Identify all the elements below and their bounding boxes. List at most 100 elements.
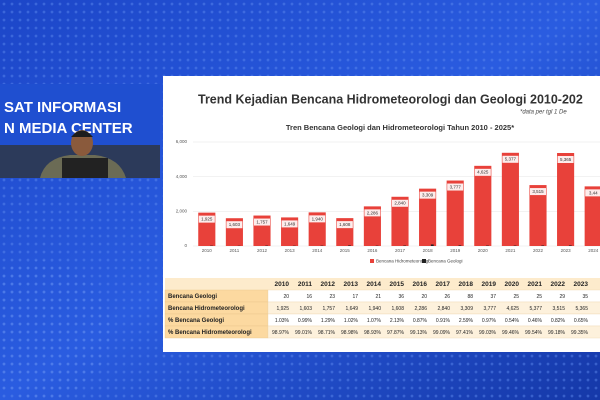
table-cell: 5,377 xyxy=(529,306,542,312)
table-cell: 98.71% xyxy=(318,330,336,336)
bar xyxy=(419,188,437,246)
table-cell: 25 xyxy=(536,294,542,300)
value-label-bg xyxy=(474,168,491,176)
value-label: 5,377 xyxy=(505,157,517,162)
value-label-bg xyxy=(254,218,270,226)
x-tick-label: 2021 xyxy=(505,248,516,253)
x-tick-label: 2012 xyxy=(257,248,268,253)
table-cell: 0.54% xyxy=(505,318,520,324)
column-header: 2010 xyxy=(275,281,290,288)
decor xyxy=(0,260,110,400)
bar xyxy=(458,245,462,246)
chart-title: Tren Bencana Geologi dan Hidrometeorolog… xyxy=(286,123,514,132)
column-header: 2015 xyxy=(390,281,405,288)
x-tick-label: 2018 xyxy=(423,248,434,253)
column-header: 2012 xyxy=(321,281,336,288)
value-label-bg xyxy=(364,209,381,217)
table-cell: 35 xyxy=(582,294,588,300)
x-tick-label: 2024 xyxy=(588,248,599,253)
table-cell: 1,940 xyxy=(368,306,381,312)
table-cell: 99.46% xyxy=(502,330,520,336)
table-cell: 1,603 xyxy=(299,306,312,312)
value-label-bg xyxy=(502,155,519,163)
table-cell: 97.87% xyxy=(387,330,405,336)
table-cell: 0.87% xyxy=(413,318,428,324)
value-label-bg xyxy=(309,215,326,223)
row-label: Bencana Geologi xyxy=(168,294,217,300)
value-label: 2,840 xyxy=(394,201,406,206)
table-cell: 2.13% xyxy=(390,318,405,324)
legend-swatch xyxy=(422,259,426,263)
table-cell: 2,286 xyxy=(414,306,427,312)
value-label: 1,649 xyxy=(284,221,296,226)
value-label: 1,608 xyxy=(339,222,351,227)
bar xyxy=(541,245,545,246)
y-tick-label: 2,000 xyxy=(176,209,188,214)
value-label: 3,777 xyxy=(450,184,462,189)
table-cell: 16 xyxy=(306,294,312,300)
x-tick-label: 2014 xyxy=(312,248,323,253)
table-cell: 3,309 xyxy=(460,306,473,312)
x-tick-label: 2022 xyxy=(533,248,544,253)
value-label: 3,515 xyxy=(532,189,544,194)
bar xyxy=(501,152,519,246)
row-cells xyxy=(267,289,600,303)
value-label-bg xyxy=(336,221,353,229)
table-cell: 2,840 xyxy=(437,306,450,312)
table-cell: 0.91% xyxy=(436,318,451,324)
table-cell: 98.98% xyxy=(341,330,359,336)
y-tick-label: 6,000 xyxy=(176,139,188,144)
table-cell: 98.93% xyxy=(364,330,382,336)
table-cell: 98.97% xyxy=(272,330,290,336)
x-tick-label: 2023 xyxy=(561,248,572,253)
legend-swatch xyxy=(370,259,374,263)
table-cell: 99.35% xyxy=(571,330,589,336)
table-cell: 26 xyxy=(444,294,450,300)
value-label: 5,365 xyxy=(560,157,572,162)
table-cell: 0.97% xyxy=(482,318,497,324)
table: 2010 2011 2012 2013 2014 2015 2016 2017 2018 2019… xyxy=(164,278,600,339)
table-cell: 99.01% xyxy=(295,330,313,336)
table-cell: 1.02% xyxy=(344,318,359,324)
value-label: 2,286 xyxy=(367,210,379,215)
laptop xyxy=(62,158,108,178)
table-cell: 17 xyxy=(352,294,358,300)
value-label-bg xyxy=(281,220,298,228)
bar xyxy=(584,186,600,246)
value-label-bg xyxy=(585,189,600,197)
plot: 0 2,000 4,000 6,000 2010 1,925 2011 1,603 2012 1,… xyxy=(176,139,600,263)
bar xyxy=(474,165,492,246)
banner-text: N MEDIA CENTER xyxy=(4,120,133,137)
table-cell: 4,625 xyxy=(506,306,519,312)
value-label: 3,44 xyxy=(589,190,598,195)
column-header: 2023 xyxy=(574,281,589,288)
table-cell: 36 xyxy=(398,294,404,300)
value-label: 3,309 xyxy=(422,193,434,198)
bar xyxy=(391,196,409,246)
table-cell: 25 xyxy=(513,294,519,300)
value-label-bg xyxy=(198,215,215,223)
table-cell: 97.41% xyxy=(456,330,474,336)
x-tick-label: 2013 xyxy=(285,248,296,253)
x-tick-label: 2017 xyxy=(395,248,406,253)
value-label-bg xyxy=(447,183,464,191)
table-cell: 20 xyxy=(283,294,289,300)
bar xyxy=(529,185,547,246)
table-cell: 99.03% xyxy=(479,330,497,336)
table-cell: 0.82% xyxy=(551,318,566,324)
row-label: % Bencana Geologi xyxy=(168,318,224,324)
table-cell: 1.07% xyxy=(367,318,382,324)
table-cell: 1,608 xyxy=(391,306,404,312)
person-hair xyxy=(71,130,93,137)
table-cell: 1.03% xyxy=(275,318,290,324)
value-label: 1,603 xyxy=(229,222,241,227)
slide-note: *data per tgl 1 De xyxy=(520,110,567,116)
video-feed: SAT INFORMASI N MEDIA CENTER xyxy=(0,84,160,178)
value-label-bg xyxy=(392,199,408,207)
table-cell: 20 xyxy=(421,294,427,300)
column-header: 2014 xyxy=(367,281,382,288)
column-header: 2018 xyxy=(459,281,474,288)
table-cell: 99.18% xyxy=(548,330,566,336)
bar xyxy=(348,245,351,246)
